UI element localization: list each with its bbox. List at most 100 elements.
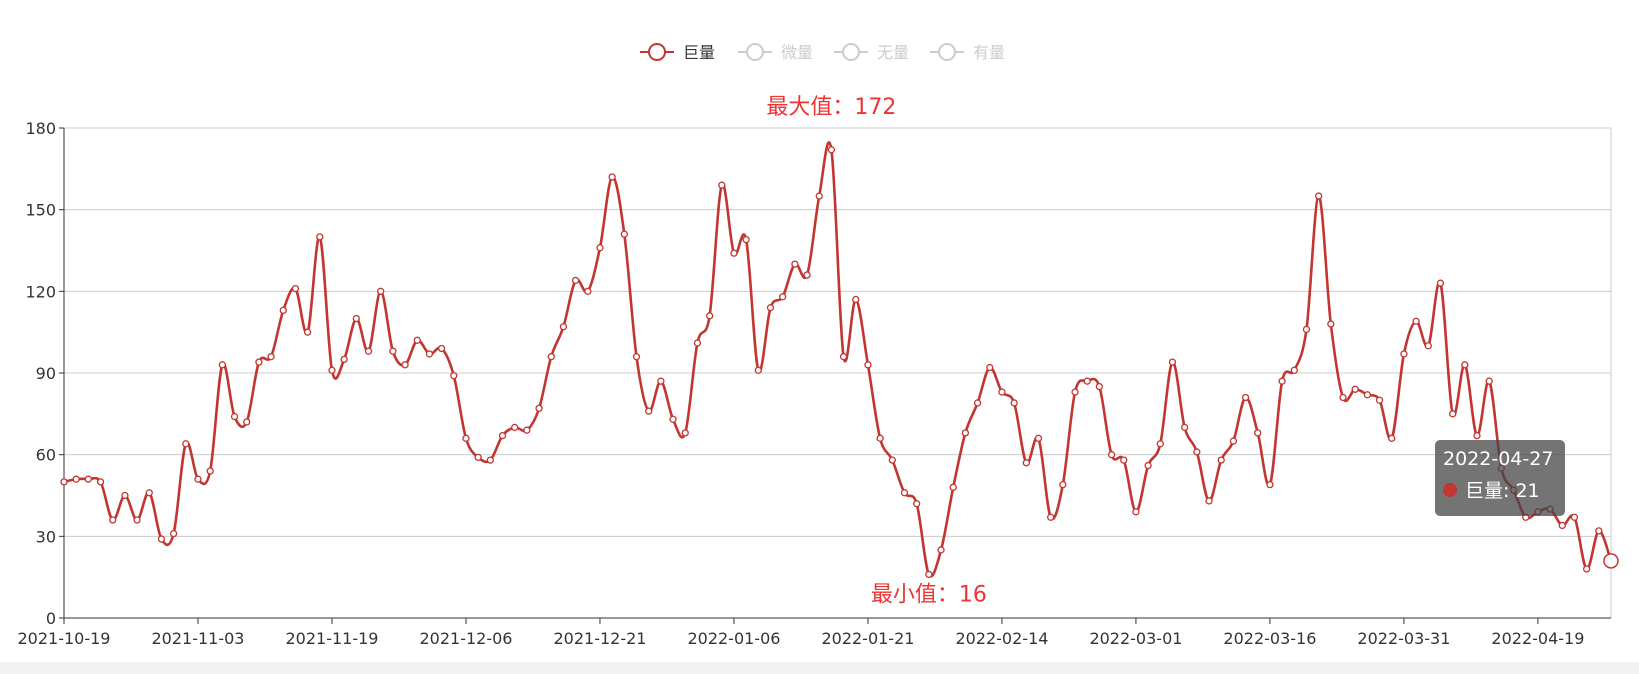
data-point[interactable] (1205, 497, 1213, 505)
data-point[interactable] (876, 434, 884, 442)
data-point[interactable] (194, 475, 202, 483)
data-point[interactable] (511, 423, 519, 432)
data-point[interactable] (913, 500, 921, 508)
data-point[interactable] (815, 192, 823, 200)
chart-legend[interactable]: 巨量 微量 无量 有量 (640, 43, 1005, 62)
data-point[interactable] (145, 489, 153, 497)
data-point[interactable] (1120, 456, 1128, 464)
data-point[interactable] (474, 453, 482, 462)
data-point[interactable] (437, 344, 446, 353)
data-point[interactable] (1278, 377, 1286, 385)
data-point[interactable] (1107, 451, 1116, 459)
data-point[interactable] (852, 295, 860, 304)
data-point[interactable] (230, 412, 239, 421)
data-point[interactable] (352, 314, 360, 323)
data-point[interactable] (96, 478, 105, 486)
data-point[interactable] (450, 372, 458, 380)
data-point[interactable] (1388, 434, 1396, 442)
data-point[interactable] (182, 440, 190, 448)
data-point[interactable] (1412, 317, 1420, 325)
data-point[interactable] (632, 353, 641, 361)
data-point[interactable] (937, 546, 945, 554)
data-point[interactable] (608, 173, 616, 181)
data-point[interactable] (620, 230, 628, 238)
data-point[interactable] (413, 336, 421, 344)
data-point[interactable] (72, 475, 80, 483)
legend-item-有量[interactable]: 有量 (930, 43, 1005, 62)
data-point[interactable] (157, 535, 166, 543)
data-point[interactable] (1156, 440, 1164, 448)
data-point[interactable] (279, 306, 287, 315)
data-point[interactable] (109, 516, 117, 524)
data-point[interactable] (1363, 391, 1372, 399)
data-point[interactable] (169, 529, 178, 538)
data-point[interactable] (1266, 480, 1274, 489)
data-point[interactable] (779, 293, 787, 301)
data-point[interactable] (1181, 423, 1189, 432)
data-point[interactable] (1485, 377, 1493, 385)
data-point[interactable] (949, 483, 957, 491)
data-point[interactable] (1424, 342, 1432, 350)
data-point[interactable] (1047, 513, 1055, 521)
data-point[interactable] (1595, 527, 1603, 535)
legend-item-微量[interactable]: 微量 (738, 43, 813, 62)
data-point[interactable] (377, 287, 385, 295)
data-point[interactable] (60, 478, 68, 486)
data-points[interactable] (60, 146, 1619, 579)
data-point[interactable] (803, 271, 811, 279)
data-point[interactable] (1315, 192, 1323, 200)
data-point[interactable] (730, 249, 738, 257)
data-point[interactable] (243, 418, 251, 426)
data-point[interactable] (1339, 393, 1347, 402)
data-point[interactable] (1473, 431, 1481, 440)
data-point-highlighted[interactable] (1603, 553, 1619, 569)
data-point[interactable] (1558, 521, 1566, 530)
data-point[interactable] (547, 353, 555, 361)
data-point[interactable] (1327, 320, 1335, 328)
data-point[interactable] (133, 516, 141, 524)
data-point[interactable] (1570, 513, 1579, 521)
data-point[interactable] (1168, 358, 1177, 366)
data-point[interactable] (291, 284, 300, 293)
data-point[interactable] (693, 339, 702, 347)
data-point[interactable] (1034, 434, 1043, 442)
data-point[interactable] (401, 361, 409, 369)
data-point[interactable] (681, 429, 689, 437)
data-point[interactable] (1582, 565, 1591, 573)
data-point[interactable] (754, 366, 762, 374)
data-point[interactable] (328, 366, 336, 374)
data-point[interactable] (84, 475, 93, 483)
data-point[interactable] (1095, 382, 1104, 391)
data-point[interactable] (961, 429, 970, 437)
data-point[interactable] (1351, 385, 1359, 393)
data-point[interactable] (1302, 325, 1311, 334)
data-point[interactable] (535, 404, 543, 413)
data-point[interactable] (1375, 396, 1384, 404)
data-point[interactable] (645, 407, 653, 415)
data-point[interactable] (718, 181, 726, 189)
data-point[interactable] (267, 353, 275, 361)
data-point[interactable] (657, 377, 665, 385)
data-point[interactable] (1059, 480, 1067, 489)
data-point[interactable] (973, 399, 982, 407)
data-point[interactable] (1290, 366, 1298, 374)
data-point[interactable] (864, 361, 872, 369)
data-point[interactable] (121, 491, 129, 500)
data-point[interactable] (462, 434, 470, 442)
data-point[interactable] (596, 244, 604, 252)
data-point[interactable] (340, 355, 348, 364)
data-point[interactable] (425, 350, 434, 358)
data-point[interactable] (1448, 410, 1457, 418)
data-point[interactable] (986, 363, 994, 372)
data-point[interactable] (827, 146, 836, 154)
data-point[interactable] (1400, 350, 1408, 358)
data-point[interactable] (364, 347, 373, 355)
data-point[interactable] (1022, 459, 1030, 467)
data-point[interactable] (389, 347, 397, 355)
data-point[interactable] (888, 456, 896, 464)
data-point[interactable] (998, 388, 1006, 396)
data-point[interactable] (925, 570, 933, 579)
data-point[interactable] (1071, 388, 1079, 396)
data-point[interactable] (839, 353, 848, 361)
data-point[interactable] (218, 361, 227, 369)
